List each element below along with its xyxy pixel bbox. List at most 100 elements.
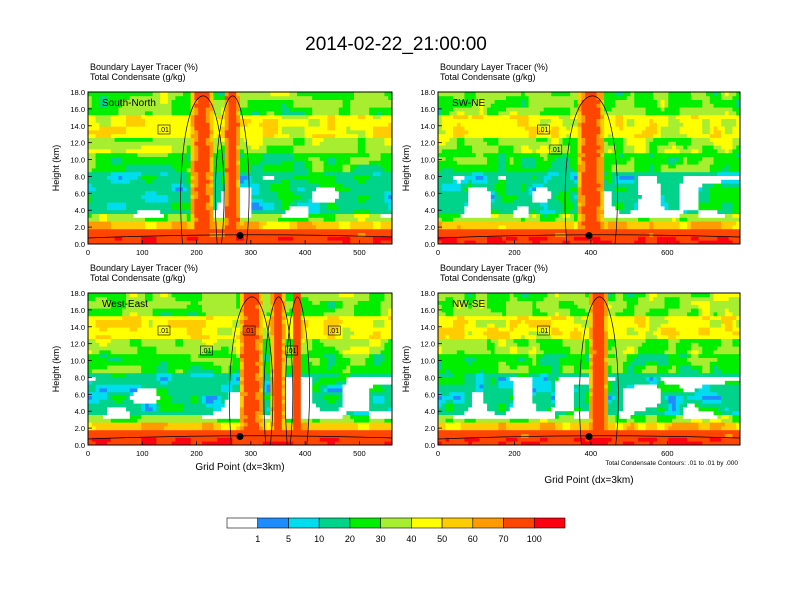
heatmap-cell	[122, 213, 127, 218]
heatmap-cell	[137, 130, 142, 135]
heatmap-cell	[350, 198, 355, 203]
heatmap-cell	[532, 164, 537, 169]
heatmap-cell	[456, 156, 462, 161]
heatmap-cell	[316, 206, 321, 211]
heatmap-cell	[243, 198, 248, 203]
heatmap-cell	[133, 118, 138, 123]
heatmap-cell	[179, 107, 184, 112]
heatmap-cell	[213, 160, 218, 165]
heatmap-cell	[221, 149, 226, 154]
heatmap-cell	[494, 217, 499, 222]
heatmap-cell	[202, 130, 207, 135]
heatmap-cell	[528, 114, 533, 119]
heatmap-cell	[521, 217, 526, 222]
heatmap-cell	[262, 187, 267, 192]
heatmap-cell	[475, 221, 480, 226]
heatmap-cell	[539, 160, 545, 165]
heatmap-cell	[141, 133, 146, 138]
heatmap-cell	[453, 111, 458, 116]
heatmap-cell	[202, 122, 207, 127]
heatmap-cell	[513, 179, 518, 184]
heatmap-cell	[566, 160, 571, 165]
heatmap-cell	[536, 171, 541, 176]
heatmap-cell	[517, 175, 522, 180]
heatmap-cell	[99, 122, 104, 127]
heatmap-cell	[464, 183, 469, 188]
heatmap-cell	[384, 209, 389, 214]
heatmap-cell	[471, 145, 477, 150]
heatmap-cell	[126, 175, 131, 180]
heatmap-cell	[445, 236, 450, 241]
heatmap-cell	[596, 149, 601, 154]
heatmap-cell	[596, 160, 601, 165]
heatmap-cell	[373, 164, 378, 169]
heatmap-cell	[164, 183, 169, 188]
heatmap-cell	[513, 240, 518, 245]
heatmap-cell	[247, 141, 252, 146]
heatmap-cell	[278, 228, 283, 233]
heatmap-cell	[539, 126, 545, 131]
heatmap-cell	[350, 126, 355, 131]
heatmap-cell	[274, 145, 279, 150]
heatmap-cell	[217, 183, 222, 188]
heatmap-cell	[555, 114, 560, 119]
heatmap-cell	[573, 194, 579, 199]
heatmap-cell	[259, 126, 264, 131]
heatmap-cell	[536, 152, 541, 157]
heatmap-cell	[460, 130, 465, 135]
heatmap-cell	[521, 175, 526, 180]
heatmap-cell	[247, 175, 252, 180]
heatmap-cell	[384, 92, 389, 97]
heatmap-cell	[171, 164, 176, 169]
heatmap-cell	[274, 99, 279, 104]
heatmap-cell	[369, 168, 374, 173]
heatmap-cell	[573, 99, 579, 104]
heatmap-cell	[577, 187, 582, 192]
heatmap-cell	[274, 168, 279, 173]
heatmap-cell	[259, 171, 264, 176]
heatmap-cell	[376, 183, 381, 188]
heatmap-cell	[278, 111, 283, 116]
heatmap-cell	[141, 217, 146, 222]
heatmap-cell	[198, 141, 203, 146]
heatmap-cell	[524, 213, 529, 218]
heatmap-cell	[103, 141, 108, 146]
heatmap-cell	[475, 194, 480, 199]
heatmap-cell	[513, 145, 518, 150]
heatmap-cell	[240, 206, 245, 211]
heatmap-cell	[536, 228, 541, 233]
heatmap-cell	[281, 118, 286, 123]
heatmap-cell	[175, 141, 180, 146]
heatmap-cell	[293, 164, 298, 169]
heatmap-cell	[589, 225, 594, 230]
heatmap-cell	[91, 209, 96, 214]
heatmap-cell	[164, 130, 169, 135]
heatmap-cell	[133, 168, 138, 173]
heatmap-cell	[543, 103, 548, 108]
heatmap-cell	[312, 160, 317, 165]
heatmap-cell	[164, 145, 169, 150]
heatmap-cell	[342, 168, 347, 173]
heatmap-cell	[566, 236, 571, 241]
heatmap-cell	[338, 160, 343, 165]
heatmap-cell	[186, 240, 191, 245]
heatmap-cell	[562, 133, 567, 138]
heatmap-cell	[209, 152, 214, 157]
heatmap-cell	[217, 179, 222, 184]
heatmap-cell	[281, 149, 286, 154]
heatmap-cell	[384, 95, 389, 100]
heatmap-cell	[247, 194, 252, 199]
heatmap-cell	[122, 145, 127, 150]
heatmap-cell	[361, 130, 366, 135]
heatmap-cell	[110, 175, 115, 180]
heatmap-cell	[148, 175, 153, 180]
heatmap-cell	[384, 126, 389, 131]
heatmap-cell	[194, 202, 199, 207]
heatmap-cell	[566, 175, 571, 180]
heatmap-cell	[107, 114, 112, 119]
heatmap-cell	[297, 209, 302, 214]
heatmap-cell	[539, 114, 545, 119]
heatmap-cell	[453, 149, 458, 154]
heatmap-cell	[251, 122, 256, 127]
heatmap-cell	[274, 137, 279, 142]
